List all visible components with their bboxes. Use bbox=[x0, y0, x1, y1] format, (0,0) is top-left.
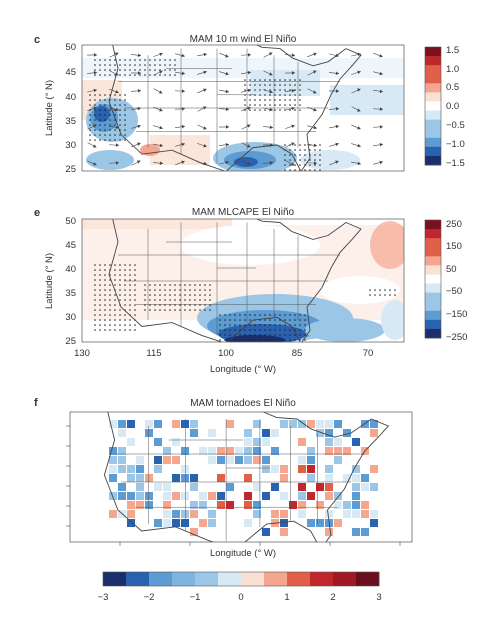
map-frame bbox=[81, 218, 405, 343]
colorbar-tick-label: 2 bbox=[330, 592, 335, 603]
x-tick-label: 70 bbox=[363, 348, 374, 359]
y-tick-label: 50 bbox=[65, 216, 76, 227]
y-tick-label: 35 bbox=[65, 116, 76, 127]
x-axis-label: Longitude (° W) bbox=[210, 364, 276, 375]
panel-f: f MAM tornadoes El Niño Longitude (° W) … bbox=[34, 397, 413, 603]
colorbar-tick-labels: −3 −2 −1 0 1 2 3 bbox=[98, 592, 382, 603]
map-field bbox=[82, 219, 404, 342]
colorbar-tick-label: 150 bbox=[446, 241, 462, 252]
y-tick-labels: 50 45 40 35 30 25 bbox=[65, 42, 76, 175]
colorbar bbox=[424, 46, 442, 166]
colorbar-tick-label: −1.0 bbox=[446, 139, 465, 150]
x-tick-labels: 130 115 100 85 70 bbox=[74, 348, 373, 359]
colorbar-tick-labels: 1.5 1.0 0.5 0.0 −0.5 −1.0 −1.5 bbox=[446, 45, 465, 169]
panel-letter: e bbox=[34, 207, 40, 219]
x-tick-label: 130 bbox=[74, 348, 90, 359]
x-axis-label: Longitude (° W) bbox=[210, 548, 276, 559]
state-boundaries bbox=[114, 419, 365, 541]
map-field bbox=[70, 412, 412, 542]
map-frame bbox=[69, 411, 413, 543]
colorbar-tick-label: 0.0 bbox=[446, 101, 459, 112]
colorbar-tick-label: −3 bbox=[98, 592, 109, 603]
panel-letter: f bbox=[34, 397, 38, 409]
colorbar-tick-label: −1.5 bbox=[446, 158, 465, 169]
colorbar-tick-label: 0 bbox=[238, 592, 243, 603]
colorbar-tick-label: 1.5 bbox=[446, 45, 459, 56]
x-tick-label: 115 bbox=[146, 348, 161, 359]
colorbar bbox=[102, 571, 380, 587]
significance-stippling bbox=[89, 59, 321, 171]
colorbar-tick-label: 250 bbox=[446, 219, 462, 230]
y-tick-label: 25 bbox=[65, 336, 76, 347]
x-tick-label: 85 bbox=[292, 348, 303, 359]
map-field bbox=[82, 45, 404, 171]
panel-title: MAM 10 m wind El Niño bbox=[190, 34, 297, 45]
colorbar-tick-label: −50 bbox=[446, 286, 462, 297]
map-frame bbox=[81, 44, 405, 172]
y-tick-label: 50 bbox=[65, 42, 76, 53]
panel-title: MAM MLCAPE El Niño bbox=[192, 207, 295, 218]
y-tick-label: 35 bbox=[65, 288, 76, 299]
colorbar-tick-label: −0.5 bbox=[446, 120, 465, 131]
y-tick-label: 45 bbox=[65, 240, 76, 251]
y-axis-label: Latitude (° N) bbox=[44, 80, 55, 136]
significance-stippling bbox=[94, 264, 396, 341]
wind-vectors bbox=[86, 52, 384, 166]
y-tick-label: 40 bbox=[65, 92, 76, 103]
colorbar bbox=[424, 219, 442, 339]
colorbar-tick-label: −1 bbox=[190, 592, 201, 603]
axis-ticks bbox=[66, 425, 401, 546]
y-tick-label: 25 bbox=[65, 164, 76, 175]
y-tick-label: 30 bbox=[65, 140, 76, 151]
colorbar-tick-label: 1 bbox=[284, 592, 289, 603]
panel-title: MAM tornadoes El Niño bbox=[190, 398, 296, 409]
colorbar-tick-labels: 250 150 50 −50 −150 −250 bbox=[446, 219, 467, 343]
colorbar-tick-label: −150 bbox=[446, 309, 467, 320]
country-borders bbox=[103, 412, 390, 542]
y-tick-label: 40 bbox=[65, 264, 76, 275]
y-tick-label: 30 bbox=[65, 312, 76, 323]
y-tick-labels: 50 45 40 35 30 25 bbox=[65, 216, 76, 347]
y-axis-label: Latitude (° N) bbox=[44, 253, 55, 309]
panel-letter: c bbox=[34, 34, 40, 46]
colorbar-tick-label: 1.0 bbox=[446, 64, 459, 75]
colorbar-tick-label: 50 bbox=[446, 264, 457, 275]
colorbar-tick-label: 3 bbox=[376, 592, 381, 603]
state-boundaries bbox=[118, 48, 340, 164]
colorbar-tick-label: −250 bbox=[446, 332, 467, 343]
x-tick-label: 100 bbox=[218, 348, 234, 359]
panel-e: e MAM MLCAPE El Niño Latitude (° N) 50 4… bbox=[34, 207, 467, 375]
y-tick-label: 45 bbox=[65, 67, 76, 78]
country-borders bbox=[108, 45, 362, 171]
panel-c: c MAM 10 m wind El Niño Latitude (° N) 5… bbox=[34, 34, 465, 175]
colorbar-tick-label: 0.5 bbox=[446, 82, 459, 93]
colorbar-tick-label: −2 bbox=[144, 592, 155, 603]
country-borders bbox=[108, 219, 362, 342]
state-boundaries bbox=[118, 222, 340, 336]
